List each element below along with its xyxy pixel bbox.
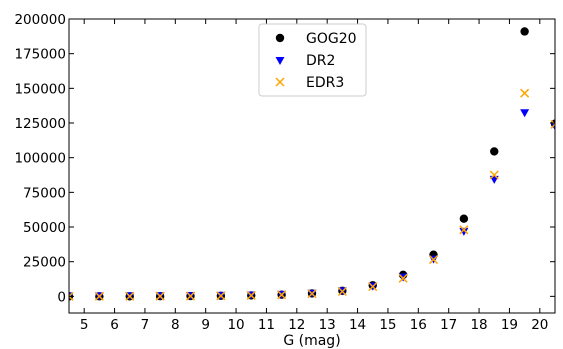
- x-tick-label-5: 5: [80, 317, 89, 333]
- point-gog20-15: [520, 27, 529, 36]
- x-tick-label-11: 11: [258, 317, 275, 333]
- point-edr3-5: [216, 291, 226, 301]
- point-edr3-9: [337, 286, 347, 297]
- y-tick-label-100000: 100000: [14, 151, 66, 167]
- legend: GOG20 DR2 EDR3: [258, 23, 367, 97]
- x-tick-label-20: 20: [531, 317, 548, 333]
- x-tick-label-12: 12: [288, 317, 305, 333]
- point-gog20-14: [490, 147, 499, 156]
- y-tick-label-200000: 200000: [14, 12, 66, 28]
- x-tick-label-9: 9: [201, 317, 210, 333]
- point-dr2-13: [459, 227, 469, 236]
- x-tick-label-8: 8: [171, 317, 180, 333]
- point-edr3-12: [428, 255, 439, 265]
- legend-marker-dr2: [275, 57, 285, 65]
- data-points: [69, 27, 555, 301]
- x-axis-ticks: 5 6 7 8 9 10 11 12 13 14 15 16 17 18 19 20: [80, 19, 548, 333]
- legend-label-dr2: DR2: [306, 53, 335, 69]
- point-edr3-4: [185, 291, 196, 301]
- point-edr3-13: [459, 225, 469, 235]
- point-gog20-13: [459, 214, 469, 223]
- point-dr2-15: [520, 109, 530, 118]
- y-tick-label-150000: 150000: [14, 81, 66, 97]
- point-edr3-2: [125, 291, 135, 301]
- y-tick-label-75000: 75000: [23, 185, 66, 201]
- point-edr3-11: [398, 273, 408, 283]
- point-edr3-0: [69, 291, 74, 301]
- x-tick-label-7: 7: [141, 317, 150, 333]
- x-tick-label-17: 17: [440, 317, 457, 333]
- legend-label-gog20: GOG20: [306, 31, 357, 47]
- legend-marker-gog20: [275, 33, 285, 43]
- point-edr3-10: [368, 282, 378, 292]
- point-edr3-14: [489, 170, 499, 180]
- legend-label-edr3: EDR3: [306, 75, 344, 91]
- x-tick-label-16: 16: [410, 317, 427, 333]
- y-tick-label-125000: 125000: [14, 116, 66, 132]
- x-tick-label-14: 14: [349, 317, 366, 333]
- point-edr3-7: [277, 290, 287, 300]
- y-tick-label-25000: 25000: [23, 255, 66, 271]
- y-tick-label-175000: 175000: [14, 47, 66, 63]
- y-axis-ticks: 0 25000 50000 75000 100000 125000 150000 175000…: [14, 12, 555, 305]
- point-edr3-15: [520, 88, 530, 98]
- point-edr3-3: [155, 291, 165, 301]
- plot-frame: [68, 18, 556, 314]
- x-tick-label-6: 6: [110, 317, 119, 333]
- x-tick-label-18: 18: [470, 317, 487, 333]
- x-tick-label-19: 19: [501, 317, 518, 333]
- y-tick-label-50000: 50000: [23, 220, 66, 236]
- point-edr3-1: [94, 291, 104, 301]
- legend-box: [258, 23, 367, 97]
- x-tick-label-10: 10: [227, 317, 244, 333]
- point-edr3-8: [307, 289, 317, 299]
- legend-marker-edr3: [275, 77, 285, 87]
- point-edr3-6: [246, 290, 256, 300]
- x-tick-label-13: 13: [319, 317, 336, 333]
- y-tick-label-0: 0: [57, 289, 66, 305]
- x-axis-label: G (mag): [283, 333, 340, 349]
- x-tick-label-15: 15: [379, 317, 396, 333]
- point-edr3-16: [550, 119, 555, 129]
